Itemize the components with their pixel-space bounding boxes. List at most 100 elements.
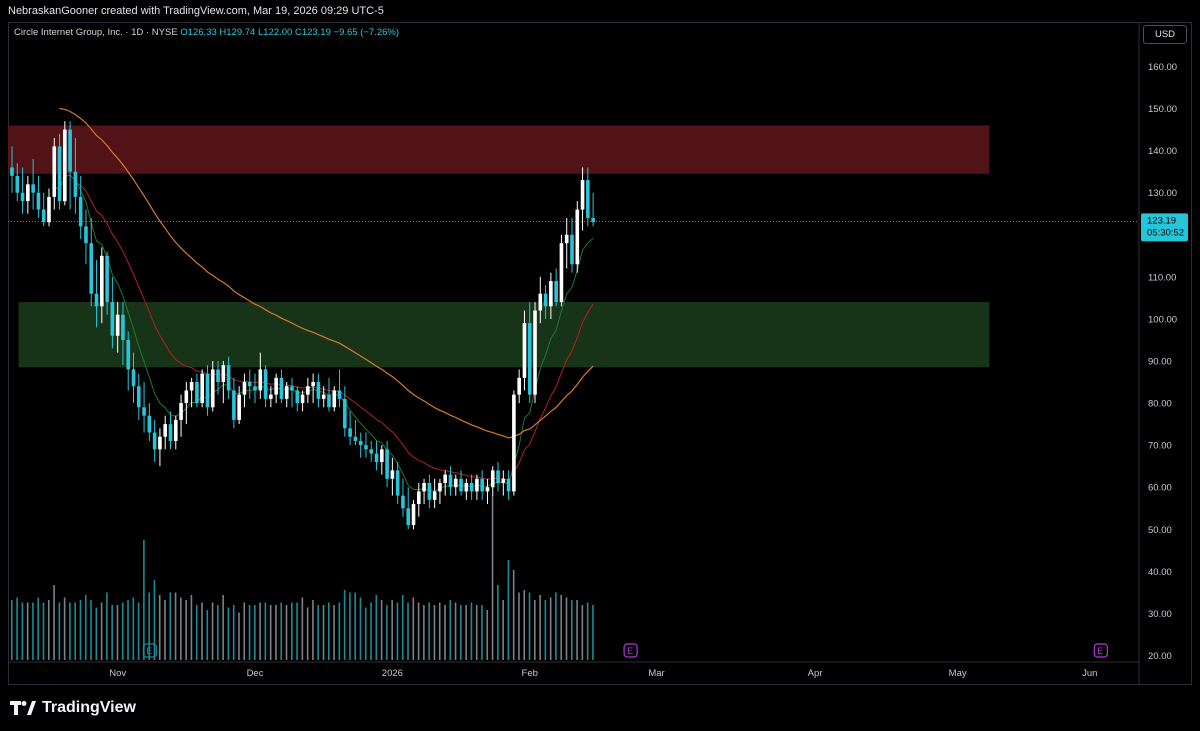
tradingview-logo[interactable]: TradingView xyxy=(10,697,136,719)
volume-bar xyxy=(111,605,113,660)
candle-body xyxy=(142,407,146,416)
volume-bar xyxy=(507,560,510,660)
volume-bar xyxy=(327,602,330,660)
volume-bar xyxy=(322,605,325,660)
volume-bar xyxy=(301,597,304,660)
price-tick-label: 100.00 xyxy=(1148,314,1177,325)
candle-body xyxy=(321,394,326,399)
volume-bar xyxy=(269,605,272,660)
earnings-marker-glyph: E xyxy=(146,646,152,656)
candle-body xyxy=(343,398,347,429)
volume-bar xyxy=(26,602,29,660)
candle-body xyxy=(94,293,99,307)
candle-body xyxy=(242,382,247,395)
volume-bar xyxy=(63,597,66,660)
attribution-header: NebraskanGooner created with TradingView… xyxy=(8,5,384,17)
price-tick-label: 160.00 xyxy=(1148,62,1177,73)
ohlc-close: C123.19 xyxy=(294,27,331,38)
candle-body xyxy=(432,491,437,500)
candle-body xyxy=(131,369,136,387)
volume-bar xyxy=(275,605,277,660)
time-tick-label: May xyxy=(949,668,967,679)
sma-long-line xyxy=(59,108,594,439)
candle-body xyxy=(173,419,178,441)
volume-bar xyxy=(539,595,541,660)
candle-body xyxy=(512,394,516,492)
candle-body xyxy=(406,508,411,526)
candle-body xyxy=(506,478,511,492)
candle-body xyxy=(15,175,20,193)
price-tick-label: 30.00 xyxy=(1148,609,1172,620)
candle-body xyxy=(453,478,458,488)
volume-bar xyxy=(74,602,76,660)
candle-body xyxy=(237,394,241,420)
volume-bar xyxy=(502,600,504,660)
candle-body xyxy=(559,243,564,303)
volume-bar xyxy=(32,602,34,660)
volume-bar xyxy=(211,602,214,660)
volume-bar xyxy=(475,605,478,660)
volume-bar xyxy=(565,597,568,660)
candle-body xyxy=(591,217,595,223)
candle-body xyxy=(226,365,231,391)
volume-bar xyxy=(370,602,372,660)
candle-body xyxy=(84,226,88,244)
candle-body xyxy=(179,403,183,420)
volume-bar xyxy=(206,610,209,660)
candle-body xyxy=(438,483,442,492)
candle-body xyxy=(306,386,310,395)
volume-bar xyxy=(42,602,45,660)
candle-body xyxy=(374,453,379,462)
candle-body xyxy=(580,180,585,210)
currency-button[interactable]: USD xyxy=(1143,25,1187,44)
earnings-marker-icon xyxy=(623,643,638,658)
candle-body xyxy=(533,310,537,395)
candle-body xyxy=(20,192,25,202)
candle-body xyxy=(422,483,426,492)
candle-body xyxy=(570,234,574,265)
volume-bar xyxy=(180,597,182,660)
time-tick-label: 2026 xyxy=(382,668,403,679)
volume-bar xyxy=(259,602,261,660)
candle-body xyxy=(63,129,67,202)
volume-bar xyxy=(116,605,119,660)
tradingview-logo-text: TradingView xyxy=(42,699,136,716)
candle-body xyxy=(475,478,479,492)
candle-body xyxy=(126,339,131,370)
candle-body xyxy=(205,373,210,408)
candle-body xyxy=(105,255,109,303)
volume-bar xyxy=(280,602,283,660)
ohlc-low: L122.00 xyxy=(257,27,293,38)
candle-body xyxy=(385,449,389,479)
candle-body xyxy=(564,234,569,244)
volume-bar xyxy=(417,602,420,660)
ohlc-open: O126.33 xyxy=(180,27,217,38)
last-price-value: 123.19 xyxy=(1147,215,1176,226)
price-tick-label: 50.00 xyxy=(1148,525,1172,536)
volume-bar xyxy=(449,600,452,660)
volume-bar xyxy=(58,602,61,660)
volume-bar xyxy=(285,605,288,660)
candle-body xyxy=(36,192,41,210)
time-tick-label: Dec xyxy=(247,668,264,679)
price-tick-label: 20.00 xyxy=(1148,651,1172,662)
volume-bar xyxy=(37,597,40,660)
volume-bar xyxy=(227,607,230,660)
volume-bar xyxy=(264,602,267,660)
candle-body xyxy=(575,209,580,265)
candle-body xyxy=(517,377,521,395)
volume-bar xyxy=(581,605,584,660)
candle-body xyxy=(168,424,173,441)
candle-body xyxy=(41,209,46,223)
chart-frame[interactable] xyxy=(8,22,1192,685)
candle-body xyxy=(485,487,490,492)
volume-bar xyxy=(222,595,224,660)
volume-bar xyxy=(127,600,129,660)
candle-body xyxy=(189,382,194,391)
volume-bar xyxy=(90,600,92,660)
volume-bar xyxy=(153,580,156,660)
volume-bar xyxy=(438,602,441,660)
volume-bar xyxy=(137,602,140,660)
candle-body xyxy=(68,129,72,172)
